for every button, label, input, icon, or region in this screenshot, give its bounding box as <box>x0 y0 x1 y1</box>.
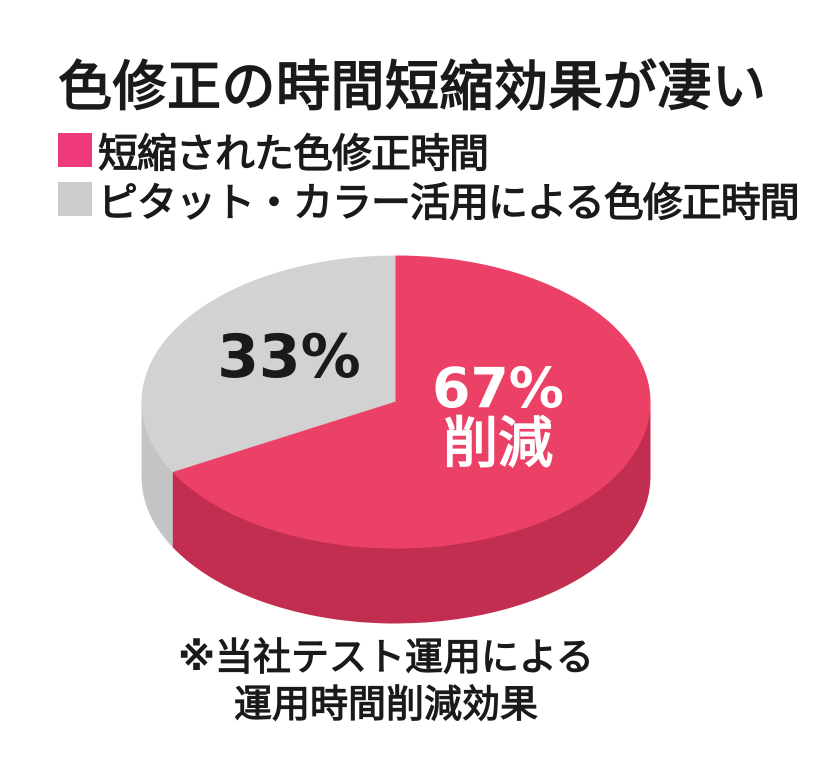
chart-title: 色修正の時間短縮効果が凄い <box>58 55 767 118</box>
footnote: ※当社テスト運用による 運用時間削減効果 <box>178 634 594 728</box>
pie-data-label-pink-text: 削減 <box>442 411 553 475</box>
pie-slice-pink-top <box>172 255 651 549</box>
pie-data-label-gray: 33% <box>217 322 361 392</box>
legend-label: ピタット・カラー活用による色修正時間 <box>98 180 800 226</box>
legend-item-reduced-time: 短縮された色修正時間 <box>58 128 799 177</box>
legend-swatch-pink <box>58 133 92 167</box>
footnote-line-1: ※当社テスト運用による <box>178 635 594 679</box>
chart-legend: 短縮された色修正時間 ピタット・カラー活用による色修正時間 <box>58 128 800 226</box>
legend-swatch-gray <box>58 182 92 216</box>
pie-slice-gray-top <box>141 255 397 473</box>
footnote-line-2: 運用時間削減効果 <box>233 682 538 726</box>
pie-data-label-pink: 67% 削減 <box>432 361 564 471</box>
legend-item-pitatto-color-time: ピタット・カラー活用による色修正時間 <box>58 177 800 226</box>
pie-data-label-pink-percent: 67% <box>432 356 564 420</box>
legend-label: 短縮された色修正時間 <box>98 131 489 177</box>
